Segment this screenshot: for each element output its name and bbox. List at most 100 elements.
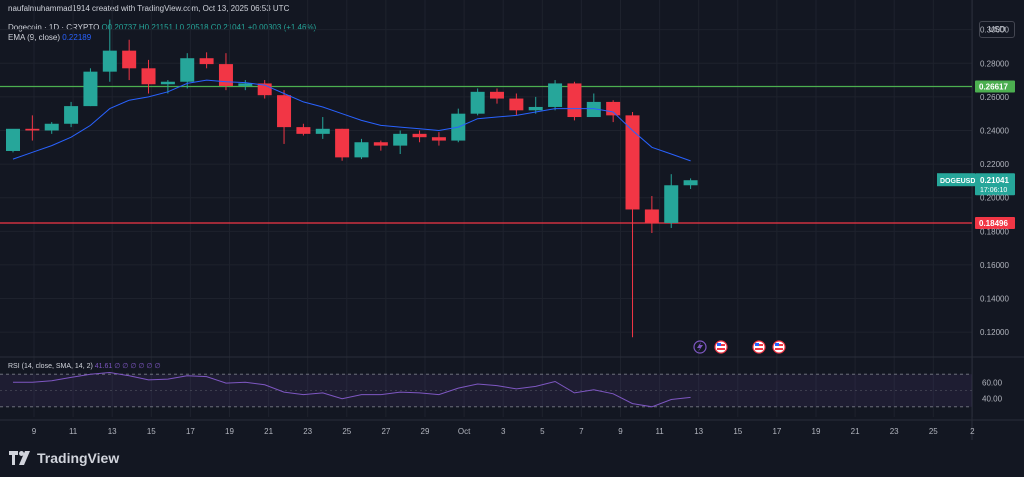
flag-canton [717,343,721,346]
candle [470,88,485,116]
tradingview-logo[interactable]: TradingView [9,450,119,466]
price-tick-label: 0.16000 [980,261,1009,270]
candle [122,39,137,81]
time-tick-label: 13 [694,427,703,436]
time-tick-label: 3 [501,427,506,436]
ohlc-values: O0.20737 H0.21151 L0.20518 C0.21041 +0.0… [101,23,317,32]
candle [218,53,233,91]
candle-body [141,68,156,85]
candle [528,96,543,114]
horizontal-lines: 0.26617 0.18496 DOGEUSD 0.21041 17:06:10 [0,80,1015,229]
candle-body [277,95,292,128]
time-tick-label: 19 [812,427,821,436]
candle-body [199,58,214,65]
candle-body [606,101,621,116]
candle [412,130,427,143]
price-tag [975,80,1015,93]
candle [490,88,504,104]
chart-attribution: naufalmuhammad1914 created with TradingV… [8,4,290,13]
flag-canton [755,343,759,346]
last-price-value: 0.21041 [980,176,1009,185]
price-tag-label: 0.18496 [979,219,1008,228]
price-tick-label: 0.14000 [980,295,1009,304]
candle-body [315,128,330,134]
time-tick-label: 7 [579,427,584,436]
flag-canton [775,343,779,346]
candle-body [412,133,427,138]
time-tick-label: 21 [851,427,860,436]
flag-circle [772,340,786,354]
candle-body [683,180,698,186]
candle-body [218,64,233,86]
candle-body [44,123,59,131]
us-flag-event-icon [714,340,728,354]
price-tag-label: 0.26617 [979,83,1008,92]
time-tick-label: 9 [618,427,623,436]
currency-button[interactable]: USD [979,21,1015,38]
rsi-tick-label: 40.00 [982,395,1003,404]
candle [277,90,292,144]
symbol-name[interactable]: Dogecoin · 1D · CRYPTO [8,23,100,32]
candle [683,178,698,189]
time-tick-label: Oct [458,427,471,436]
tradingview-brand: TradingView [37,450,120,466]
price-tick-label: 0.26000 [980,93,1009,102]
candle-body [64,106,79,124]
candle-body [296,127,311,134]
countdown-label: 17:06:10 [980,187,1007,194]
candle [509,93,524,116]
flag-stripe [717,348,725,350]
candle [102,19,117,82]
time-tick-label: 25 [929,427,938,436]
candle [335,128,350,161]
grid [0,0,1024,440]
candle [64,101,79,128]
time-tick-label: 11 [69,427,78,436]
time-tick-label: 2 [970,427,975,436]
candle [44,122,59,134]
candle [238,80,253,91]
candle [664,174,679,228]
candle-body [6,128,20,151]
candle [6,128,20,153]
candle-body [586,101,601,118]
rsi-tick-label: 60.00 [982,378,1003,387]
candle [393,130,408,155]
flag-stripe [775,348,783,350]
candle-body [490,91,504,99]
time-tick-label: 25 [342,427,351,436]
tradingview-logo-icon [9,451,30,465]
candle-body [509,98,524,111]
candle-body [373,142,388,146]
candle-body [567,83,582,118]
time-axis: 9 11 13 15 17 19 21 23 25 27 29 Oct 3 5 7 9 11 13 15 17 19 21… [32,427,975,436]
rsi-value: 41.61 ∅ ∅ ∅ ∅ ∅ ∅ [94,363,161,370]
price-tick-label: 0.24000 [980,126,1009,135]
price-chart[interactable]: 0.26617 0.18496 DOGEUSD 0.21041 17:06:10 0.3… [0,0,1024,440]
candle-body [354,142,369,158]
price-tick-label: 0.12000 [980,328,1009,337]
time-tick-label: 17 [186,427,195,436]
candle-body [431,137,446,141]
lightning-ring [693,340,707,354]
time-tick-label: 5 [540,427,545,436]
candle [315,117,330,139]
price-tick-label: 0.18000 [980,227,1009,236]
candle-body [83,71,98,107]
price-tick-label: 0.28000 [980,59,1009,68]
ema-line [12,79,691,162]
rsi-legend[interactable]: RSI (14, close, SMA, 14, 2) 41.61 ∅ ∅ ∅ … [8,362,161,370]
symbol-ohlc-line: Dogecoin · 1D · CRYPTO O0.20737 H0.21151… [8,23,316,32]
candle-body [664,185,679,223]
candle [373,140,388,151]
candle [257,80,272,99]
candle-body [625,115,640,210]
candle [83,68,98,107]
candle-body [122,50,137,69]
flag-circle [752,340,766,354]
candle [296,123,311,136]
candle [431,132,446,146]
candle [644,196,659,233]
candle-body [25,128,40,131]
flag-stripe [755,348,763,350]
